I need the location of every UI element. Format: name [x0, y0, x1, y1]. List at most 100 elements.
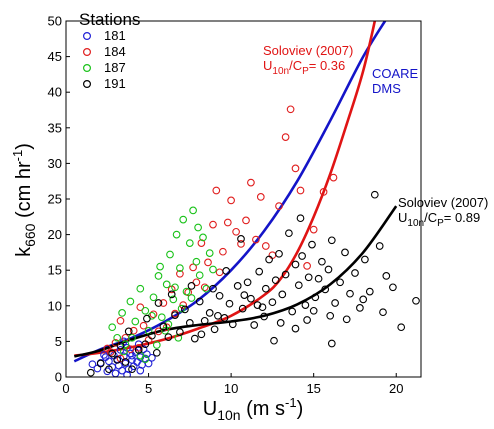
point-station-191: [268, 298, 277, 307]
point-station-187: [148, 311, 156, 320]
point-station-187: [194, 223, 202, 232]
point-station-184: [303, 262, 311, 270]
y-axis: 0 5 10 15 20 25 30 35 40 45 50: [48, 14, 70, 385]
point-station-184: [219, 247, 227, 256]
point-station-184: [179, 301, 188, 309]
point-station-191: [341, 248, 349, 257]
ratio-c: /C: [424, 210, 437, 225]
point-station-184: [237, 240, 245, 248]
point-station-184: [204, 258, 212, 267]
point-station-191: [167, 290, 176, 299]
point-station-187: [136, 351, 145, 360]
point-station-191: [220, 314, 229, 322]
point-station-191: [331, 299, 339, 307]
point-station-191: [255, 267, 264, 276]
ratio-u: U: [398, 210, 407, 225]
point-station-191: [141, 340, 150, 349]
y-axis-title-close: ): [13, 143, 35, 150]
y-tick-label: 40: [48, 85, 62, 100]
point-station-191: [304, 273, 313, 282]
point-station-187: [169, 295, 178, 304]
point-station-187: [119, 347, 128, 356]
point-station-191: [253, 301, 262, 309]
point-station-191: [365, 287, 374, 296]
x-axis-title: U10n (m s-1): [203, 395, 303, 423]
annotation-soloviev-036-ratio: U10n/CP= 0.36: [263, 58, 345, 77]
legend-label-187: 187: [104, 60, 126, 75]
point-station-191: [356, 304, 364, 312]
annotation-soloviev-036-title: Soloviev (2007): [263, 43, 353, 58]
y-tick-label: 15: [48, 263, 62, 278]
point-station-191: [159, 322, 168, 331]
y-tick-label: 10: [48, 298, 62, 313]
point-station-191: [143, 314, 151, 323]
y-axis-title: k660 (cm hr-1): [10, 143, 38, 257]
legend-title: Stations: [79, 10, 140, 29]
point-station-187: [154, 272, 163, 280]
point-station-187: [189, 206, 197, 215]
point-station-191: [209, 284, 217, 293]
point-station-191: [265, 255, 273, 264]
x-tick-label: 0: [62, 381, 69, 396]
point-station-191: [225, 299, 234, 308]
point-station-184: [296, 186, 305, 195]
point-station-187: [177, 304, 186, 313]
point-station-191: [412, 296, 420, 305]
point-station-184: [286, 105, 295, 114]
y-tick-label: 5: [55, 334, 62, 349]
point-station-191: [228, 320, 237, 329]
point-station-184: [309, 225, 318, 234]
point-station-191: [113, 356, 122, 364]
point-station-184: [126, 345, 135, 354]
point-station-191: [233, 282, 242, 290]
point-station-187: [209, 265, 217, 274]
point-station-184: [197, 239, 206, 247]
point-station-184: [256, 193, 265, 201]
point-station-191: [336, 278, 344, 287]
point-station-191: [303, 316, 311, 324]
point-station-191: [247, 294, 255, 303]
point-station-187: [205, 249, 214, 257]
point-station-191: [181, 305, 189, 314]
point-station-184: [247, 178, 255, 187]
point-station-184: [215, 268, 224, 277]
point-station-187: [131, 317, 140, 326]
point-station-184: [134, 343, 143, 352]
point-station-184: [116, 316, 125, 325]
legend-marker-184: [82, 47, 91, 56]
point-station-181: [101, 353, 110, 361]
point-station-184: [129, 326, 138, 335]
point-station-187: [182, 287, 191, 296]
point-station-191: [187, 282, 196, 290]
point-station-184: [329, 173, 338, 182]
point-station-181: [111, 369, 120, 377]
point-station-191: [278, 290, 287, 299]
point-station-187: [156, 262, 164, 271]
point-station-191: [288, 307, 297, 316]
point-station-191: [171, 311, 179, 319]
point-station-191: [311, 293, 320, 302]
point-station-187: [195, 271, 204, 280]
x-tick-label: 5: [145, 381, 152, 396]
point-station-187: [172, 230, 181, 239]
point-station-181: [100, 351, 108, 359]
point-station-187: [113, 333, 122, 342]
y-axis-title-sup: -1: [10, 150, 25, 162]
point-station-187: [157, 313, 166, 322]
point-station-191: [108, 349, 117, 358]
point-station-184: [319, 188, 328, 196]
point-station-191: [389, 283, 397, 292]
point-station-191: [260, 312, 268, 321]
point-station-184: [139, 321, 148, 330]
point-station-191: [238, 304, 247, 313]
point-station-184: [242, 216, 250, 225]
point-station-184: [212, 186, 221, 195]
point-station-191: [152, 348, 161, 357]
point-station-187: [202, 284, 211, 293]
point-station-187: [161, 326, 169, 335]
point-station-191: [375, 242, 384, 250]
point-station-191: [197, 330, 206, 339]
point-station-191: [342, 315, 351, 324]
